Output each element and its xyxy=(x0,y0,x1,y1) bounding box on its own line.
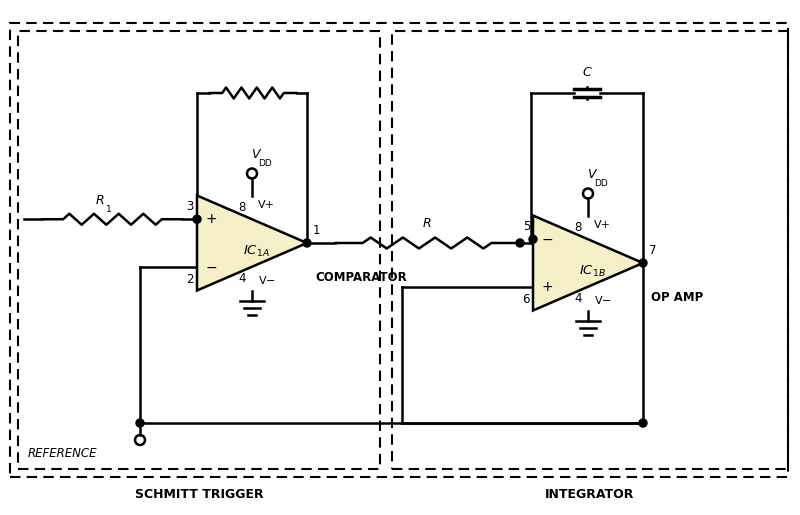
Text: +: + xyxy=(541,280,553,294)
Text: 2: 2 xyxy=(186,273,194,286)
Text: V+: V+ xyxy=(258,200,275,211)
Polygon shape xyxy=(197,196,307,290)
Text: V+: V+ xyxy=(594,220,611,231)
Text: V$-$: V$-$ xyxy=(258,274,276,286)
Text: 8: 8 xyxy=(238,201,246,214)
Text: 5: 5 xyxy=(522,220,530,233)
Text: 4: 4 xyxy=(238,272,246,285)
Text: OP AMP: OP AMP xyxy=(651,291,703,304)
Text: C: C xyxy=(582,66,591,79)
Circle shape xyxy=(639,419,647,427)
Text: INTEGRATOR: INTEGRATOR xyxy=(546,489,634,502)
Text: DD: DD xyxy=(258,160,272,168)
Polygon shape xyxy=(533,215,643,311)
Circle shape xyxy=(529,235,537,243)
Text: 4: 4 xyxy=(574,292,582,305)
Text: R: R xyxy=(95,194,104,207)
Text: +: + xyxy=(205,212,217,226)
Text: 7: 7 xyxy=(649,244,657,256)
Text: 8: 8 xyxy=(574,221,582,234)
Text: V$-$: V$-$ xyxy=(594,295,612,306)
Text: DD: DD xyxy=(594,180,608,188)
Circle shape xyxy=(136,419,144,427)
Text: 1: 1 xyxy=(313,224,321,236)
Text: IC$_{1B}$: IC$_{1B}$ xyxy=(578,264,606,279)
Text: IC$_{1A}$: IC$_{1A}$ xyxy=(242,244,270,259)
Circle shape xyxy=(303,239,311,247)
Circle shape xyxy=(639,259,647,267)
Text: 1: 1 xyxy=(106,205,111,214)
Text: R: R xyxy=(422,217,431,230)
Text: $-$: $-$ xyxy=(541,232,553,246)
Text: REFERENCE: REFERENCE xyxy=(28,447,98,460)
Text: COMPARATOR: COMPARATOR xyxy=(315,271,406,284)
Text: SCHMITT TRIGGER: SCHMITT TRIGGER xyxy=(134,489,263,502)
Text: 6: 6 xyxy=(522,293,530,306)
Text: $-$: $-$ xyxy=(205,260,217,274)
Circle shape xyxy=(193,215,201,223)
Text: 3: 3 xyxy=(186,200,194,213)
Circle shape xyxy=(516,239,524,247)
Text: V: V xyxy=(586,168,595,181)
Text: V: V xyxy=(250,148,259,162)
